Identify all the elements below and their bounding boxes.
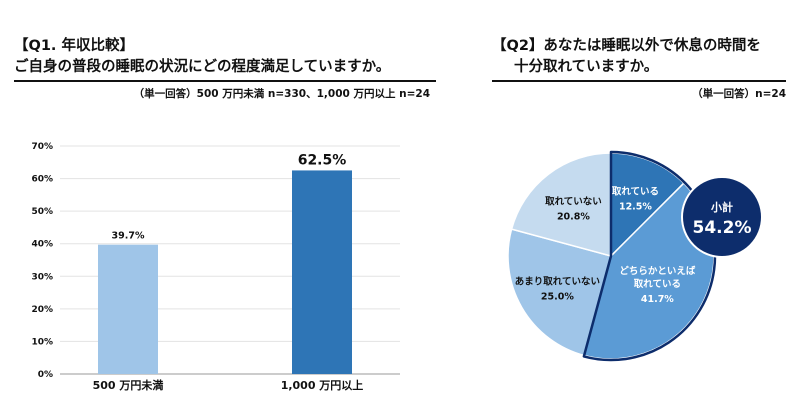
bar-chart: 0% 10% 20% 30% 40% 50% 60% 70% 39.7% 500 万円未満 62.5… [31, 142, 400, 392]
x-category-label: 500 万円未満 [93, 378, 164, 392]
y-tick-label: 60% [31, 175, 53, 185]
pie-slice [507, 228, 612, 357]
pie-slice-label: どちらかといえば [619, 265, 696, 277]
y-tick-label: 10% [31, 337, 53, 347]
subtotal-badge-label: 小計 [710, 200, 733, 214]
q2-title-line2: 十分取れていますか。 [514, 59, 659, 75]
pie-slice-percent: 25.0% [541, 291, 574, 302]
q1-divider [14, 80, 436, 82]
pie-slice-percent: 20.8% [557, 211, 590, 222]
y-tick-label: 40% [31, 240, 53, 250]
pie-slice-percent: 12.5% [619, 202, 652, 213]
q2-title-line1: 【Q2】あなたは睡眠以外で休息の時間を [492, 38, 761, 54]
pie-slice-label: 取れていない [545, 196, 602, 207]
q2-header: 【Q2】あなたは睡眠以外で休息の時間を 十分取れていますか。 [492, 36, 786, 78]
q2-divider [492, 80, 786, 82]
q1-question: ご自身の普段の睡眠の状況にどの程度満足していますか。 [14, 59, 391, 75]
pie-slice-label: 取れている [612, 187, 659, 198]
subtotal-badge: 小計 54.2% [681, 176, 763, 258]
bar [98, 244, 158, 374]
y-tick-label: 30% [31, 272, 53, 282]
pie-slice [510, 152, 612, 257]
x-category-label: 1,000 万円以上 [281, 378, 364, 392]
y-tick-label: 20% [31, 305, 53, 315]
q1-title: 【Q1. 年収比較】 [14, 38, 134, 54]
subtotal-badge-value: 54.2% [693, 218, 752, 238]
y-tick-label: 0% [38, 370, 53, 380]
highlight-outline [582, 150, 717, 362]
subtotal-badge-circle [681, 176, 763, 258]
q1-note: （単一回答）500 万円未満 n=330、1,000 万円以上 n=24 [133, 88, 430, 100]
pie-slice-label: あまり取れていない [515, 275, 600, 287]
pie-chart: 取れている12.5%どちらかといえば取れている41.7%あまり取れていない25.… [507, 150, 717, 362]
y-tick-label: 50% [31, 207, 53, 217]
y-tick-label: 70% [31, 142, 53, 152]
pie-slice-percent: 41.7% [641, 294, 674, 305]
q2-note: （単一回答）n=24 [692, 88, 786, 100]
q1-header: 【Q1. 年収比較】 ご自身の普段の睡眠の状況にどの程度満足していますか。 [14, 36, 438, 78]
bar-value-label: 39.7% [112, 231, 145, 242]
pie-slice-label: 取れている [634, 279, 681, 290]
bar [292, 170, 352, 374]
bar-value-label: 62.5% [298, 152, 347, 168]
